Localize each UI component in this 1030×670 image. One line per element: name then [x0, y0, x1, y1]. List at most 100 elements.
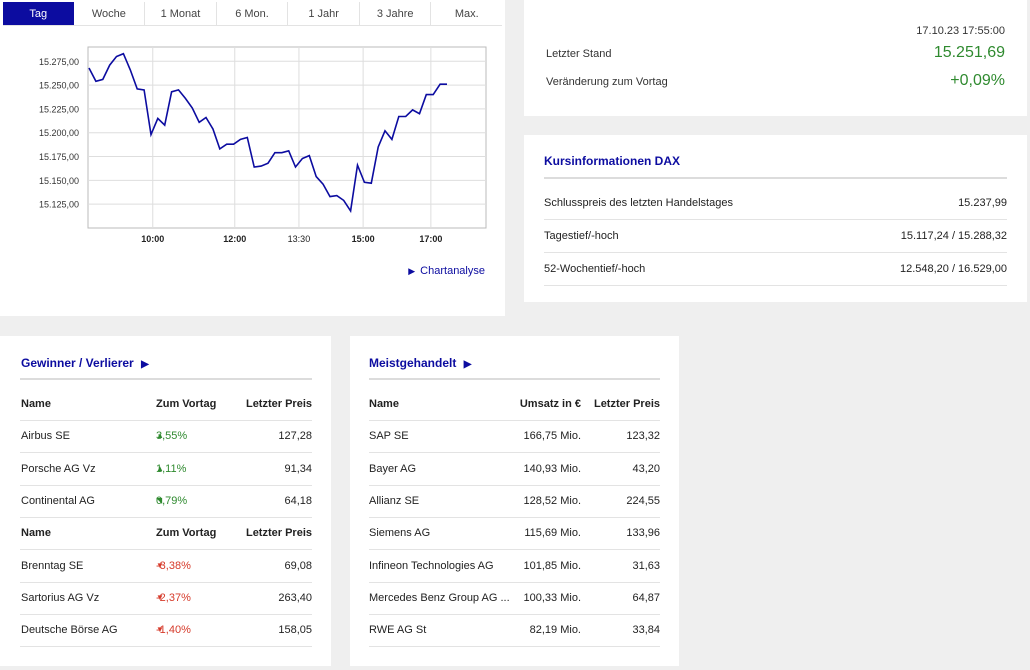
table-row[interactable]: Sartorius AG Vz ▼ -2,37% 263,40 — [20, 582, 312, 615]
tab-1-jahr[interactable]: 1 Jahr — [288, 2, 360, 25]
stock-name: Continental AG — [21, 494, 95, 507]
table-row[interactable]: RWE AG St 82,19 Mio. 33,84 — [369, 614, 660, 648]
stand-panel: 17.10.23 17:55:00 Letzter Stand 15.251,6… — [524, 0, 1027, 116]
header-change: Zum Vortag — [156, 398, 217, 410]
chart-panel: Tag Woche 1 Monat 6 Mon. 1 Jahr 3 Jahre Max. 1… — [0, 0, 505, 316]
price-value: 33,84 — [632, 624, 660, 637]
table-row[interactable]: Brenntag SE ▼ -3,38% 69,08 — [20, 550, 312, 583]
meistgehandelt-link[interactable]: Meistgehandelt ▶ — [369, 356, 471, 370]
umsatz-value: 140,93 Mio. — [523, 462, 581, 475]
stock-name: Brenntag SE — [21, 559, 84, 572]
gewinner-verlierer-title: Gewinner / Verlierer — [21, 356, 134, 370]
gewinner-verlierer-link[interactable]: Gewinner / Verlierer ▶ — [21, 356, 149, 370]
stock-name: Airbus SE — [21, 430, 70, 443]
tab-3-jahre[interactable]: 3 Jahre — [360, 2, 432, 25]
table-row[interactable]: Infineon Technologies AG 101,85 Mio. 31,63 — [369, 550, 660, 583]
y-tick-label: 15.225,00 — [39, 104, 79, 114]
table-row[interactable]: Deutsche Börse AG ▼ -1,40% 158,05 — [20, 614, 312, 648]
divider — [369, 378, 660, 380]
kursinfo-value: 15.117,24 / 15.288,32 — [900, 230, 1007, 242]
arrow-down-icon: ▼ — [156, 560, 164, 570]
change-label: Veränderung zum Vortag — [546, 76, 668, 88]
price-value: 69,08 — [284, 559, 312, 572]
table-row[interactable]: Airbus SE ▲ 3,55% 127,28 — [20, 420, 312, 454]
y-tick-label: 15.250,00 — [39, 81, 79, 91]
kursinfo-row: Tagestief/-hoch 15.117,24 / 15.288,32 — [544, 220, 1007, 253]
chartanalyse-link[interactable]: ▶ Chartanalyse — [408, 265, 485, 277]
table-row[interactable]: Mercedes Benz Group AG ... 100,33 Mio. 64,… — [369, 582, 660, 615]
stock-name: Bayer AG — [369, 462, 417, 475]
header-name: Name — [369, 398, 399, 410]
kursinfo-label: Schlusspreis des letzten Handelstages — [544, 197, 733, 209]
stock-name: Siemens AG — [369, 527, 431, 540]
price-line — [88, 52, 447, 214]
price-value: 91,34 — [284, 462, 312, 475]
table-header: Name Umsatz in € Letzter Preis — [369, 388, 660, 421]
y-tick-label: 15.125,00 — [39, 200, 79, 210]
table-row[interactable]: SAP SE 166,75 Mio. 123,32 — [369, 420, 660, 454]
meistgehandelt-panel: Meistgehandelt ▶ Name Umsatz in € Letzter … — [350, 336, 679, 666]
kursinfo-label: 52-Wochentief/-hoch — [544, 263, 646, 275]
price-value: 133,96 — [626, 527, 660, 540]
header-price: Letzter Preis — [593, 398, 660, 410]
table-row[interactable]: Porsche AG Vz ▲ 1,11% 91,34 — [20, 453, 312, 486]
umsatz-value: 100,33 Mio. — [523, 591, 581, 604]
header-name: Name — [21, 527, 51, 540]
y-tick-label: 15.200,00 — [39, 128, 79, 138]
x-tick-label: 10:00 — [141, 234, 164, 244]
table-row[interactable]: Siemens AG 115,69 Mio. 133,96 — [369, 517, 660, 551]
arrow-down-icon: ▼ — [156, 625, 164, 635]
divider — [544, 177, 1007, 179]
table-row[interactable]: Bayer AG 140,93 Mio. 43,20 — [369, 453, 660, 486]
arrow-up-icon: ◥ — [156, 495, 163, 505]
divider — [20, 378, 312, 380]
price-value: 31,63 — [632, 559, 660, 572]
kursinfo-value: 12.548,20 / 16.529,00 — [899, 263, 1007, 275]
x-tick-label: 17:00 — [419, 234, 442, 244]
table-header: Name Zum Vortag Letzter Preis — [20, 388, 312, 421]
tab-max[interactable]: Max. — [454, 8, 479, 20]
header-price: Letzter Preis — [245, 527, 312, 540]
header-umsatz: Umsatz in € — [519, 398, 581, 410]
tab-6-mon[interactable]: 6 Mon. — [217, 2, 289, 25]
last-price-label: Letzter Stand — [546, 48, 612, 60]
meistgehandelt-title: Meistgehandelt — [369, 356, 457, 370]
header-price: Letzter Preis — [245, 398, 312, 410]
table-row[interactable]: Allianz SE 128,52 Mio. 224,55 — [369, 485, 660, 518]
timestamp: 17.10.23 17:55:00 — [916, 25, 1005, 37]
kursinfo-label: Tagestief/-hoch — [544, 230, 619, 242]
stock-name: Allianz SE — [369, 494, 420, 507]
kursinfo-panel: Kursinformationen DAX Schlusspreis des l… — [524, 135, 1027, 302]
play-icon: ▶ — [408, 266, 416, 276]
stock-name: Porsche AG Vz — [21, 462, 96, 475]
price-value: 43,20 — [632, 462, 660, 475]
change-row: Veränderung zum Vortag +0,09% — [546, 72, 1005, 89]
price-value: 224,55 — [626, 494, 660, 507]
price-value: 64,87 — [632, 591, 660, 604]
table-header: Name Zum Vortag Letzter Preis — [20, 517, 312, 551]
play-icon: ▶ — [463, 359, 472, 370]
gewinner-verlierer-panel: Gewinner / Verlierer ▶ Name Zum Vortag Let… — [0, 336, 331, 666]
stock-name: Deutsche Börse AG — [21, 624, 118, 637]
header-change: Zum Vortag — [156, 527, 217, 540]
y-tick-label: 15.150,00 — [39, 176, 79, 186]
kursinfo-row: Schlusspreis des letzten Handelstages 15.… — [544, 187, 1007, 220]
tab-tag[interactable]: Tag — [3, 2, 74, 25]
umsatz-value: 166,75 Mio. — [523, 430, 581, 443]
price-value: 127,28 — [278, 430, 312, 443]
umsatz-value: 115,69 Mio. — [524, 527, 581, 540]
price-chart: 15.275,00 15.250,00 15.225,00 15.200,00 15.1… — [39, 46, 487, 244]
change-value: -2,37% — [156, 591, 191, 604]
change-value: 1,11% — [156, 462, 187, 475]
change-value: -3,38% — [156, 559, 191, 572]
play-icon: ▶ — [141, 359, 149, 370]
arrow-up-icon: ▲ — [156, 431, 164, 441]
y-tick-label: 15.275,00 — [39, 57, 79, 67]
tab-1-monat[interactable]: 1 Monat — [145, 2, 217, 25]
table-row[interactable]: Continental AG ◥ 0,79% 64,18 — [20, 485, 312, 518]
timeframe-tabs: Tag Woche 1 Monat 6 Mon. 1 Jahr 3 Jahre Max. — [3, 2, 502, 26]
umsatz-value: 128,52 Mio. — [523, 494, 581, 507]
kursinfo-value: 15.237,99 — [958, 197, 1007, 209]
change-value: -1,40% — [156, 624, 191, 637]
tab-woche[interactable]: Woche — [74, 2, 146, 25]
